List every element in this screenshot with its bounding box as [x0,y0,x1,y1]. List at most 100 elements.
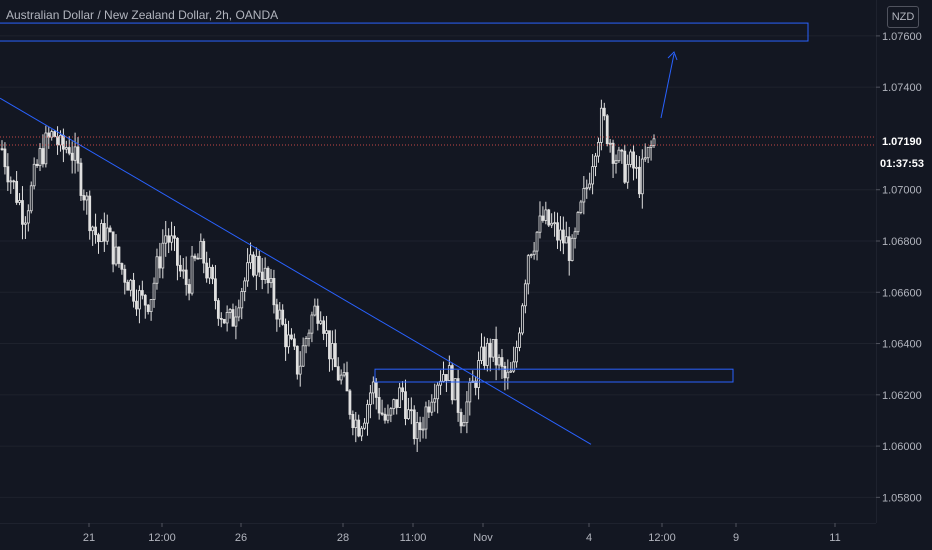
candle [152,277,156,308]
candle-body [140,290,144,296]
price-axis-ticks: 1.07600 1.07400 1.07000 1.06800 1.06600 1.064… [876,31,924,504]
last-price-label: 1.07190 [882,136,922,148]
candle-body [126,281,130,291]
candle [298,351,302,387]
candle [418,416,422,442]
candle-body [483,346,486,366]
candle-body [38,148,42,167]
candle [211,264,214,285]
price-tick-label: 1.06800 [882,236,922,248]
candle [623,144,627,184]
candle [29,181,33,214]
candle-body [173,235,176,239]
candle [354,411,358,443]
candle [184,256,188,296]
candle-body [158,256,162,269]
price-chart[interactable] [0,0,876,523]
candle [439,370,442,395]
candle [392,398,396,415]
candle [635,155,638,179]
candle-body [637,166,641,195]
candle-body [500,357,504,367]
candle [360,425,364,442]
candle-body [97,234,100,243]
candle [120,262,124,275]
candle-body [453,378,457,401]
candle-body [547,209,551,226]
time-axis[interactable]: 21 12:00 26 28 11:00 Nov 4 12:00 9 11 [0,523,876,550]
candle-body [477,360,480,388]
candle [269,269,273,288]
candle [477,351,480,400]
candle-body [386,414,390,421]
candle [576,210,580,236]
candle-body [550,222,554,226]
time-tick-label: 26 [235,532,247,544]
candle-body [518,332,521,348]
candle [301,337,305,367]
candle-body [532,250,536,256]
candle-body [564,236,568,244]
candle-body [371,381,375,394]
candle-body [76,146,80,164]
candle-body [105,227,109,242]
candle-body [284,323,288,348]
candle-body [515,346,518,363]
candle [597,137,600,163]
candle-body [161,242,165,269]
time-tick-label: 11 [829,532,840,544]
candle [214,265,217,310]
time-tick-label: 28 [337,532,349,544]
candle [240,287,244,320]
candle [521,303,524,336]
candle-body [395,399,399,408]
candle [553,211,556,237]
candle [246,248,249,287]
candle-body [50,131,54,138]
candle-body [222,318,226,324]
candle [313,298,317,317]
candle [480,333,483,365]
candle-body [272,278,276,306]
candle-body [275,304,279,320]
candle [82,189,86,211]
candle [629,149,633,168]
candle-body [535,231,539,252]
candle-body [18,200,21,203]
candle [357,414,361,438]
candle [79,158,83,202]
candle-body [53,131,57,138]
candle [178,255,182,278]
candle [366,399,369,436]
candle-body [620,149,624,152]
candle-body [3,148,7,168]
candle-body [237,307,241,318]
candle-body [465,401,469,423]
candle [35,159,39,169]
candle [70,141,74,174]
candle-body [652,138,656,147]
candle [0,140,4,151]
candle [561,216,565,255]
currency-badge[interactable]: NZD [887,6,919,28]
candle [23,216,27,240]
candle-body [506,371,510,379]
price-axis[interactable]: 1.07600 1.07400 1.07000 1.06800 1.06600 1.064… [876,0,932,523]
candle [304,336,308,354]
candle-body [325,330,328,334]
candle [252,251,255,278]
candle-body [178,264,182,272]
candle [541,206,545,223]
candle [559,216,562,252]
candle-body [544,209,548,221]
candle [488,338,492,372]
candle [632,145,635,181]
candle-body [132,279,135,302]
time-tick-label: 12:00 [148,532,176,544]
candle [208,258,211,285]
time-tick-label: 21 [83,532,95,544]
candle-body [70,152,74,161]
candle-body [509,370,513,373]
candle-body [152,282,156,300]
candle [316,298,320,331]
